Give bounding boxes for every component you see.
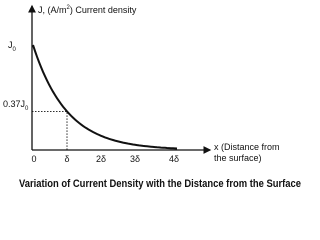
x-tick-label: 0: [31, 154, 36, 164]
y-tick-label: 0.37J0: [3, 99, 29, 112]
y-tick-label: J0: [8, 40, 17, 53]
x-tick-label: 4δ: [169, 154, 179, 164]
x-axis-label: x (Distance from: [214, 142, 280, 152]
decay-curve: [32, 44, 178, 150]
caption: Variation of Current Density with the Di…: [19, 178, 301, 190]
y-axis-label: J, (A/m2) Current density: [38, 5, 137, 15]
diagram: J, (A/m2) Current density J0 0.37J0 0 δ …: [3, 4, 301, 190]
x-tick-label: 3δ: [130, 154, 140, 164]
guide-lines: [32, 110, 68, 150]
x-axis-label: the surface): [214, 153, 262, 163]
x-tick-label: 2δ: [96, 154, 106, 164]
x-tick-label: δ: [64, 154, 69, 164]
